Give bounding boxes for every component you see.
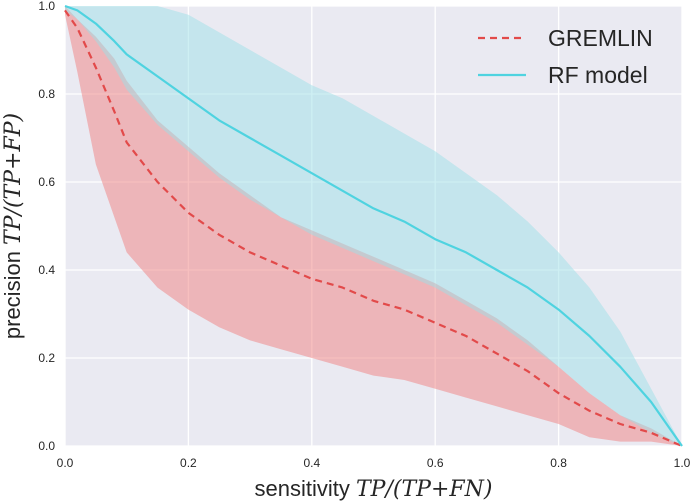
legend: GREMLIN RF model <box>478 25 653 88</box>
series-lines <box>64 4 683 448</box>
y-tick-label: 0.2 <box>38 351 55 365</box>
x-tick-label: 0.8 <box>550 456 567 470</box>
band-gremlin <box>65 6 682 446</box>
x-tick-label: 0.6 <box>427 456 444 470</box>
x-tick-label: 0.4 <box>303 456 320 470</box>
y-axis-label: precision TP/(TP+FP) <box>0 113 26 339</box>
x-axis-label-formula: TP/(TP+FN) <box>356 477 492 501</box>
x-tick-label: 1.0 <box>674 456 691 470</box>
x-axis-label-text: sensitivity <box>255 476 350 501</box>
line-rf-model <box>64 4 683 447</box>
y-tick-label: 1.0 <box>38 0 55 13</box>
legend-label-rf-model: RF model <box>548 62 648 88</box>
y-axis-label-formula: TP/(TP+FP) <box>1 113 26 245</box>
y-tick-label: 0.8 <box>38 87 55 101</box>
tick-labels: 0.0 0.2 0.4 0.6 0.8 1.0 0.0 0.2 0.4 0.6 0.8 1.0 <box>38 0 690 470</box>
confidence-bands <box>65 6 682 446</box>
line-gremlin <box>64 9 683 448</box>
legend-label-gremlin: GREMLIN <box>548 25 653 51</box>
x-axis-label: sensitivity TP/(TP+FN) <box>255 476 493 501</box>
x-tick-label: 0.0 <box>57 456 74 470</box>
y-tick-label: 0.4 <box>38 263 55 277</box>
band-rf-model <box>65 6 682 446</box>
y-tick-label: 0.6 <box>38 175 55 189</box>
y-axis-label-text: precision <box>0 251 25 339</box>
x-tick-label: 0.2 <box>180 456 197 470</box>
y-tick-label: 0.0 <box>38 439 55 453</box>
